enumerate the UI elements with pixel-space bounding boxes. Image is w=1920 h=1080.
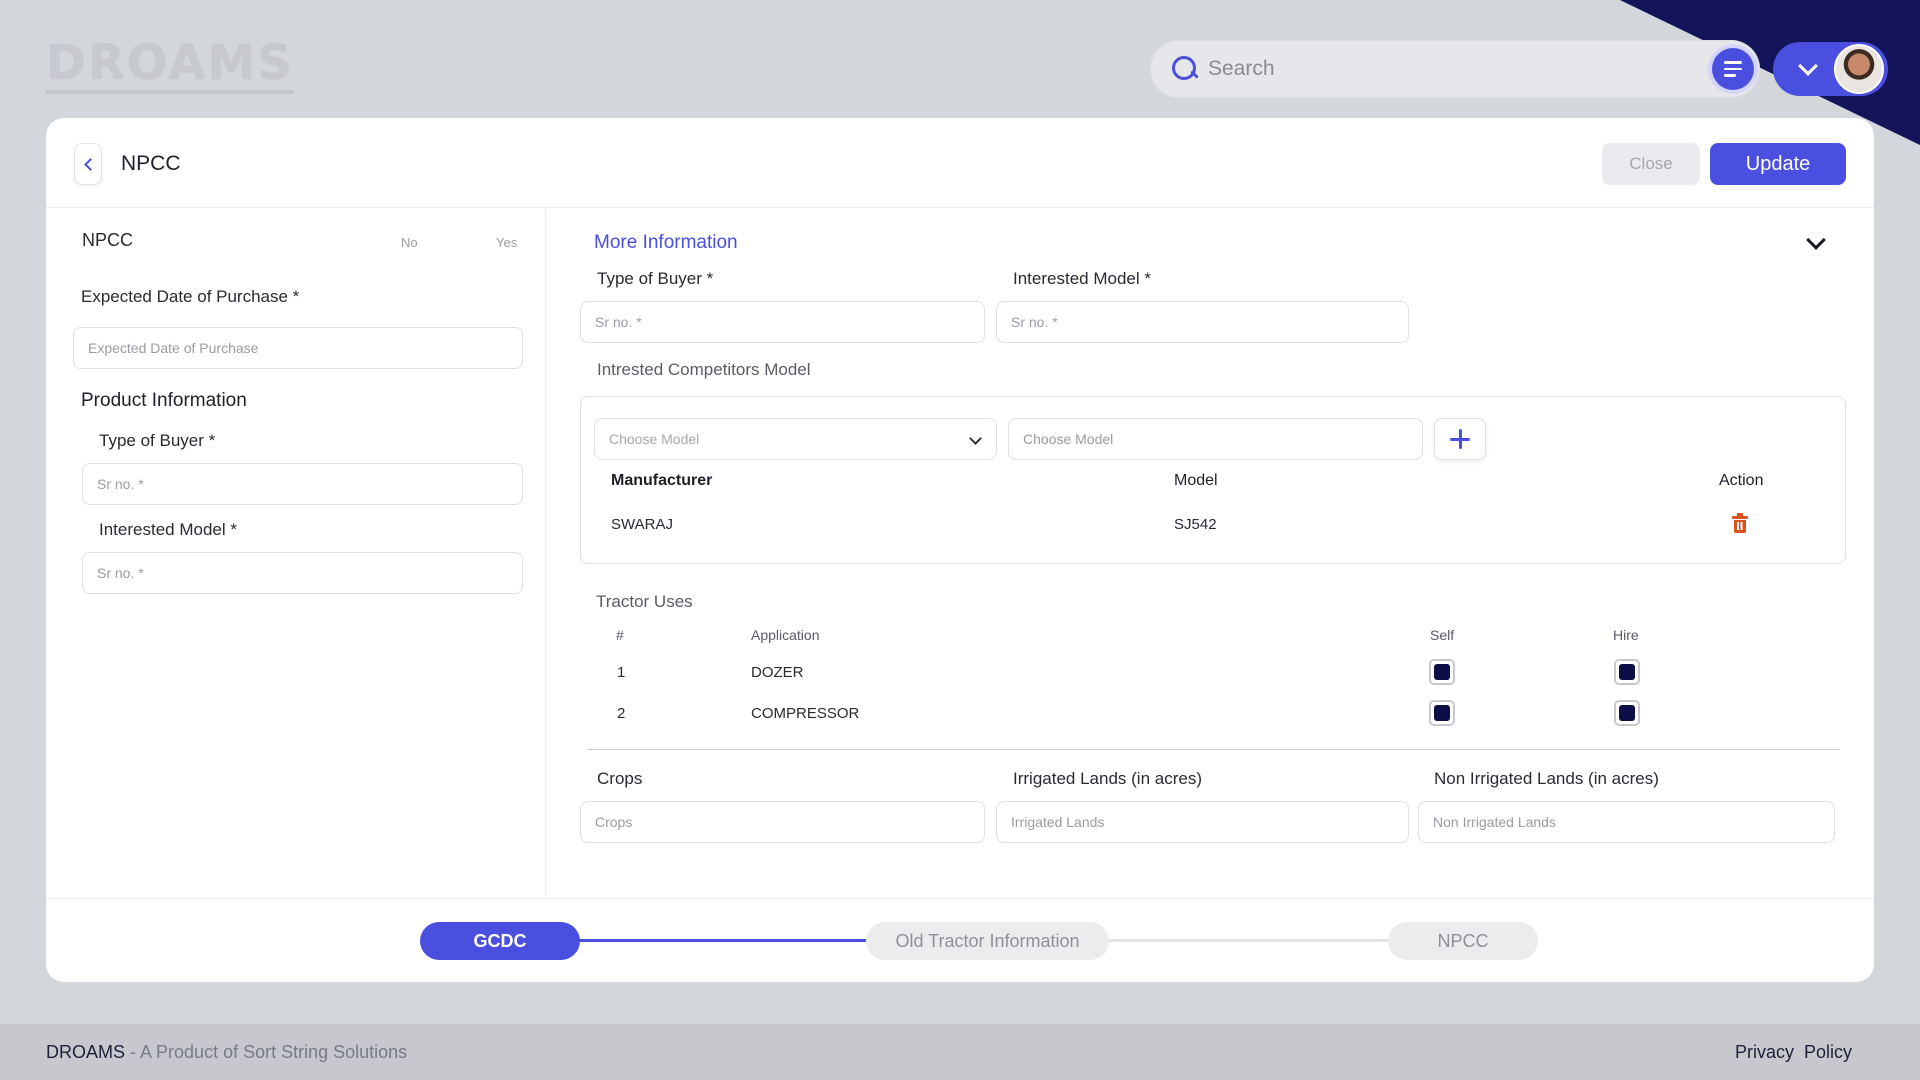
crops-field[interactable]: Crops (580, 801, 985, 843)
footer-brand: DROAMS - A Product of Sort String Soluti… (46, 1042, 407, 1063)
interested-model-label: Interested Model * (1013, 269, 1151, 288)
type-of-buyer-field[interactable]: Sr no. * (580, 301, 985, 343)
choose-model-select[interactable]: Choose Model (594, 418, 997, 460)
close-button[interactable]: Close (1602, 143, 1700, 185)
table-cell-manufacturer: SWARAJ (611, 516, 673, 533)
uses-row-num: 1 (617, 664, 626, 681)
search-bar[interactable]: Search (1150, 40, 1760, 98)
footer-brand-name: DROAMS (46, 1042, 126, 1062)
interested-model-field[interactable]: Sr no. * (996, 301, 1409, 343)
table-cell-model: SJ542 (1174, 516, 1217, 533)
expected-date-field[interactable]: Expected Date of Purchase (73, 327, 523, 369)
plus-icon (1450, 429, 1470, 449)
avatar[interactable] (1834, 44, 1884, 94)
main-card: NPCC Close Update NPCC No Yes Expected D… (46, 118, 1874, 982)
back-button[interactable] (74, 143, 102, 185)
step-connector-done (578, 939, 868, 942)
right-panel: More Information Type of Buyer * Sr no. … (547, 209, 1874, 899)
type-of-buyer-field[interactable]: Sr no. * (82, 463, 523, 505)
product-info-title: Product Information (81, 390, 247, 411)
app-logo: DROAMS (46, 38, 294, 94)
self-checkbox[interactable] (1429, 700, 1455, 726)
search-icon (1170, 54, 1200, 84)
card-header: NPCC Close Update (46, 118, 1874, 208)
section-divider (587, 749, 1840, 750)
self-checkbox[interactable] (1429, 659, 1455, 685)
chevron-left-icon (83, 157, 97, 171)
uses-header-hire: Hire (1613, 627, 1639, 643)
step-npcc[interactable]: NPCC (1388, 922, 1538, 960)
delete-icon[interactable] (1732, 513, 1748, 533)
non-irrigated-lands-field[interactable]: Non Irrigated Lands (1418, 801, 1835, 843)
irrigated-lands-field[interactable]: Irrigated Lands (996, 801, 1409, 843)
more-info-title[interactable]: More Information (594, 232, 738, 253)
page-footer: DROAMS - A Product of Sort String Soluti… (0, 1024, 1920, 1080)
uses-header-self: Self (1430, 627, 1455, 643)
hire-checkbox[interactable] (1614, 700, 1640, 726)
table-header-manufacturer: Manufacturer (611, 472, 713, 489)
page-title: NPCC (121, 152, 181, 175)
step-connector-pending (1106, 939, 1446, 942)
competitors-label: Intrested Competitors Model (597, 360, 811, 379)
choose-model-select-value: Choose Model (609, 431, 700, 447)
search-input[interactable]: Search (1208, 57, 1275, 80)
footer-tagline: - A Product of Sort String Solutions (125, 1042, 408, 1062)
table-header-action: Action (1719, 472, 1764, 489)
uses-header-application: Application (751, 627, 820, 643)
interested-model-field[interactable]: Sr no. * (82, 552, 523, 594)
table-header-model: Model (1174, 472, 1218, 489)
irrigated-lands-label: Irrigated Lands (in acres) (1013, 769, 1202, 788)
npcc-yes-option[interactable]: Yes (496, 235, 518, 250)
menu-icon[interactable] (1712, 48, 1754, 90)
left-panel: NPCC No Yes Expected Date of Purchase * … (46, 209, 546, 899)
chevron-down-icon[interactable] (1806, 230, 1826, 250)
uses-row-num: 2 (617, 705, 626, 722)
uses-header-num: # (616, 627, 624, 643)
tractor-uses-label: Tractor Uses (596, 592, 693, 611)
privacy-policy-link[interactable]: Privacy Policy (1734, 1042, 1852, 1062)
non-irrigated-lands-label: Non Irrigated Lands (in acres) (1434, 769, 1659, 788)
hire-checkbox[interactable] (1614, 659, 1640, 685)
type-of-buyer-label: Type of Buyer * (99, 431, 216, 450)
interested-model-label: Interested Model * (99, 520, 237, 539)
chevron-down-icon (1798, 56, 1818, 76)
competitors-box: Choose Model Choose Model Manufacturer M… (580, 396, 1846, 564)
npcc-label: NPCC (82, 230, 134, 250)
crops-label: Crops (597, 769, 643, 788)
user-menu-button[interactable] (1773, 42, 1888, 96)
step-old-tractor-information[interactable]: Old Tractor Information (866, 922, 1109, 960)
uses-row-application: DOZER (751, 664, 804, 681)
type-of-buyer-label: Type of Buyer * (597, 269, 714, 288)
expected-date-label: Expected Date of Purchase * (81, 287, 300, 306)
choose-model-input[interactable]: Choose Model (1008, 418, 1423, 460)
update-button[interactable]: Update (1710, 143, 1846, 185)
step-progress: GCDC Old Tractor Information NPCC (46, 898, 1874, 982)
add-model-button[interactable] (1434, 418, 1486, 460)
uses-row-application: COMPRESSOR (751, 705, 860, 722)
chevron-down-icon (969, 432, 982, 445)
npcc-no-option[interactable]: No (401, 235, 418, 250)
step-gcdc[interactable]: GCDC (420, 922, 580, 960)
